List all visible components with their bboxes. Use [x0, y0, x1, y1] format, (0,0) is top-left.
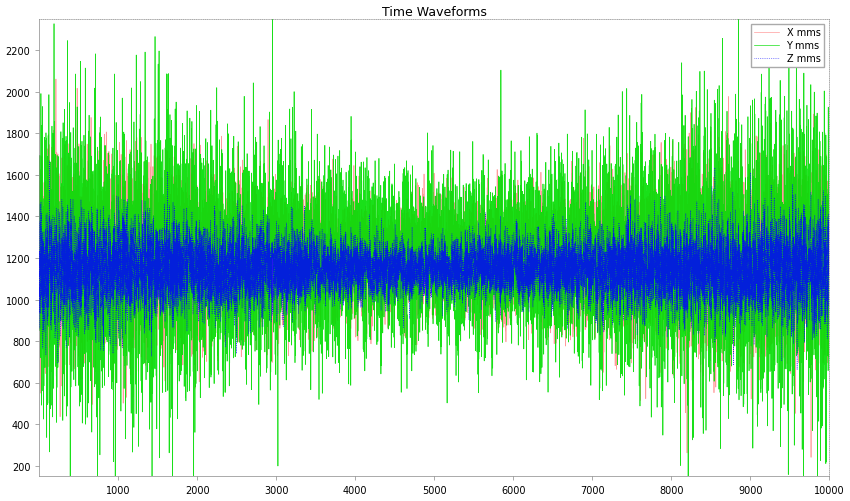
Z mms	[82, 263, 92, 269]
Line: Y mms: Y mms	[39, 9, 829, 501]
Line: Z mms: Z mms	[39, 162, 829, 370]
Y mms	[189, 239, 199, 245]
Z mms	[38, 237, 48, 243]
Y mms	[67, 265, 77, 271]
Z mms	[44, 159, 54, 165]
X mms	[190, 254, 200, 260]
X mms	[421, 238, 431, 244]
Legend: X mms, Y mms, Z mms: X mms, Y mms, Z mms	[751, 25, 824, 68]
Title: Time Waveforms: Time Waveforms	[382, 6, 487, 19]
Y mms	[82, 231, 92, 237]
Z mms	[190, 275, 200, 281]
Y mms	[34, 259, 44, 265]
Z mms	[34, 256, 44, 262]
X mms	[806, 454, 816, 460]
Y mms	[38, 237, 48, 243]
X mms	[51, 77, 61, 83]
Line: X mms: X mms	[39, 80, 829, 457]
Y mms	[782, 323, 792, 329]
X mms	[34, 265, 44, 271]
Y mms	[421, 204, 431, 210]
Y mms	[734, 6, 744, 12]
Z mms	[421, 284, 431, 290]
X mms	[824, 213, 834, 219]
X mms	[82, 251, 92, 257]
Z mms	[824, 273, 834, 279]
X mms	[782, 232, 792, 238]
X mms	[38, 289, 48, 295]
Z mms	[792, 367, 802, 373]
X mms	[67, 277, 77, 283]
Z mms	[67, 256, 77, 262]
Y mms	[824, 354, 834, 360]
Z mms	[782, 261, 792, 267]
